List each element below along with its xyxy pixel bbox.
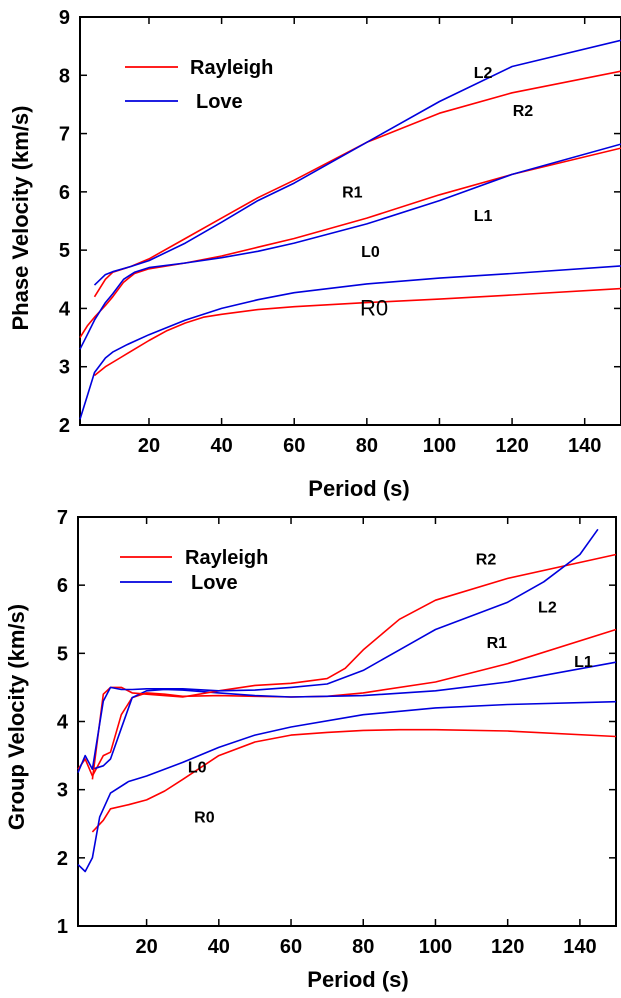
phase-plot-frame (79, 16, 621, 426)
group-x-axis-title: Period (s) (307, 967, 408, 992)
phase-x-tick-label: 80 (356, 435, 378, 457)
group-x-tick-label: 60 (280, 936, 302, 958)
phase-x-tick-label: 140 (568, 435, 601, 457)
phase-x-tick-label: 60 (283, 435, 305, 457)
group-series-l2 (91, 528, 599, 770)
phase-x-tick-label: 20 (138, 435, 160, 457)
group-x-tick-label: 20 (135, 936, 157, 958)
phase-series-l2 (93, 39, 621, 286)
group-y-tick-label: 2 (57, 848, 68, 870)
group-y-tick-label: 5 (57, 643, 68, 665)
group-legend-label-love: Love (191, 572, 238, 594)
group-x-tick-label: 100 (419, 936, 452, 958)
group-y-tick-label: 6 (57, 575, 68, 597)
phase-y-tick-label: 6 (59, 182, 70, 204)
phase-x-axis-title: Period (s) (308, 476, 409, 501)
group-y-tick-label: 4 (57, 712, 69, 734)
group-curve-label-r0: R0 (194, 809, 215, 826)
phase-curve-label-r1: R1 (342, 185, 363, 202)
phase-x-tick-label: 120 (495, 435, 528, 457)
phase-curve-label-l1: L1 (474, 208, 493, 225)
group-x-tick-label: 140 (563, 936, 596, 958)
phase-y-axis-title: Phase Velocity (km/s) (8, 106, 33, 331)
group-y-tick-label: 3 (57, 780, 68, 802)
phase-series-l1 (79, 143, 621, 350)
group-x-tick-label: 80 (352, 936, 374, 958)
group-plot-frame (77, 516, 617, 927)
phase-y-tick-label: 2 (59, 415, 70, 437)
phase-series-l0 (79, 265, 621, 420)
group-curve-label-r1: R1 (487, 635, 508, 652)
phase-curve-label-l2: L2 (474, 65, 493, 82)
phase-x-tick-label: 40 (210, 435, 232, 457)
phase-curve-label-r2: R2 (513, 103, 534, 120)
phase-y-tick-label: 7 (59, 124, 70, 146)
group-x-tick-label: 40 (208, 936, 230, 958)
phase-series-r0 (93, 287, 621, 377)
phase-y-tick-label: 3 (59, 357, 70, 379)
group-series-l0 (77, 700, 617, 873)
group-y-tick-label: 1 (57, 916, 68, 938)
phase-y-tick-label: 8 (59, 65, 70, 87)
phase-y-tick-label: 5 (59, 240, 70, 262)
group-x-tick-label: 120 (491, 936, 524, 958)
group-series-l1 (77, 661, 617, 773)
phase-legend-label-rayleigh: Rayleigh (190, 57, 273, 79)
group-series-r2 (91, 553, 617, 780)
group-y-axis-title: Group Velocity (km/s) (4, 604, 29, 830)
phase-legend-label-love: Love (196, 91, 243, 113)
phase-curve-label-l0: L0 (361, 244, 380, 261)
group-curve-label-l0: L0 (188, 760, 207, 777)
group-curve-label-r2: R2 (476, 552, 497, 569)
group-legend-label-rayleigh: Rayleigh (185, 547, 268, 569)
group-series-r1 (77, 628, 617, 777)
phase-series-r1 (79, 147, 621, 339)
phase-y-tick-label: 9 (59, 7, 70, 29)
group-y-tick-label: 7 (57, 507, 68, 529)
group-series-r0 (91, 728, 617, 833)
phase-y-tick-label: 4 (59, 298, 71, 320)
group-curve-label-l1: L1 (574, 654, 593, 671)
group-curve-label-l2: L2 (538, 599, 557, 616)
phase-curve-label-r0: R0 (360, 295, 388, 320)
phase-x-tick-label: 100 (423, 435, 456, 457)
